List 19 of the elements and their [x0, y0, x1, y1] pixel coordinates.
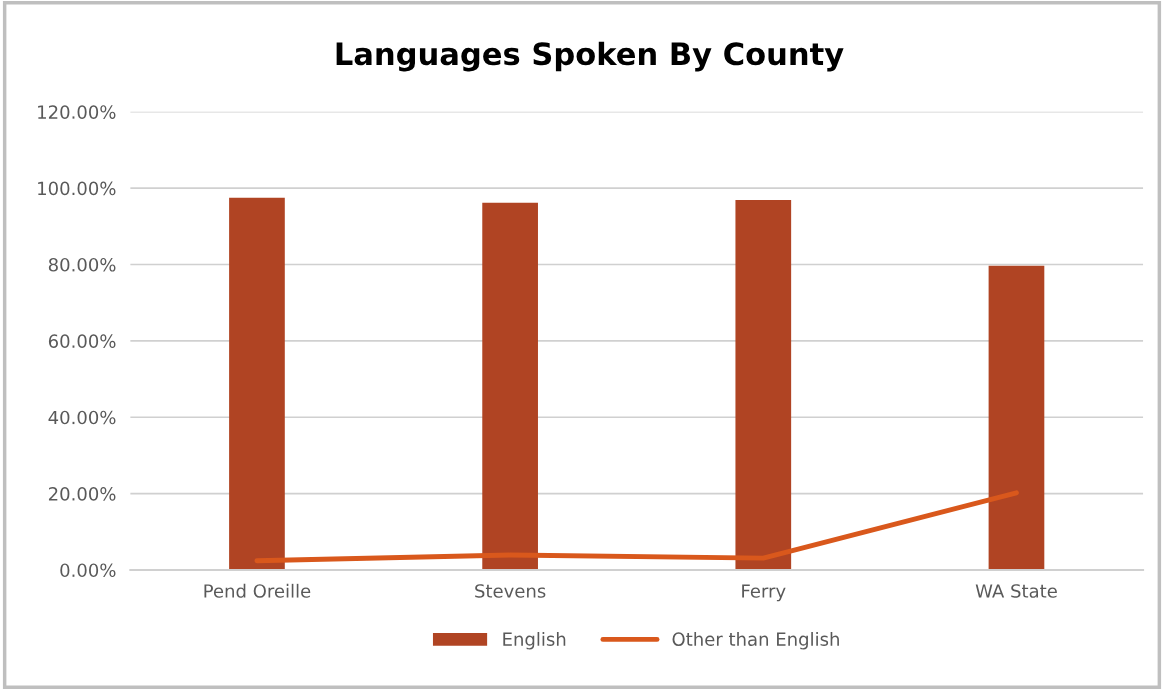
y-tick-label: 120.00% — [38, 105, 116, 119]
x-tick-label: Pend Oreille — [204, 583, 311, 598]
bar — [482, 202, 538, 570]
y-tick-label: 80.00% — [48, 257, 116, 272]
y-tick-label: 20.00% — [48, 487, 116, 501]
legend-label: Other than English — [672, 632, 839, 650]
bar — [735, 199, 792, 570]
legend-label: English — [503, 632, 566, 650]
bar — [229, 197, 285, 570]
x-tick-label: Ferry — [742, 584, 786, 602]
bar — [988, 265, 1045, 570]
chart-title: Languages Spoken By County — [336, 41, 844, 72]
y-tick-label: 40.00% — [48, 410, 116, 425]
line-series — [254, 490, 1019, 564]
x-tick-label: WA State — [975, 584, 1057, 598]
y-tick-label: 0.00% — [60, 563, 116, 578]
y-tick-label: 100.00% — [38, 181, 116, 196]
y-tick-label: 60.00% — [48, 334, 116, 348]
x-tick-label: Stevens — [475, 584, 546, 598]
